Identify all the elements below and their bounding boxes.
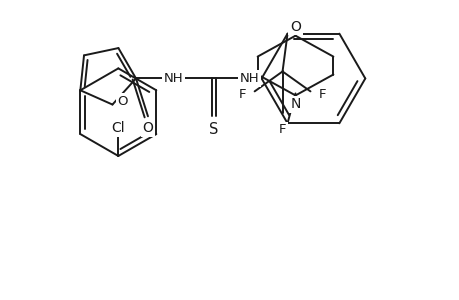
- Text: NH: NH: [164, 72, 183, 85]
- Text: O: O: [117, 95, 128, 108]
- Text: O: O: [142, 121, 153, 135]
- Text: F: F: [239, 88, 246, 101]
- Text: O: O: [290, 20, 300, 34]
- Text: NH: NH: [239, 72, 259, 85]
- Text: F: F: [318, 88, 325, 101]
- Text: N: N: [290, 98, 300, 111]
- Text: Cl: Cl: [111, 121, 125, 135]
- Text: F: F: [278, 123, 285, 136]
- Text: S: S: [209, 122, 218, 137]
